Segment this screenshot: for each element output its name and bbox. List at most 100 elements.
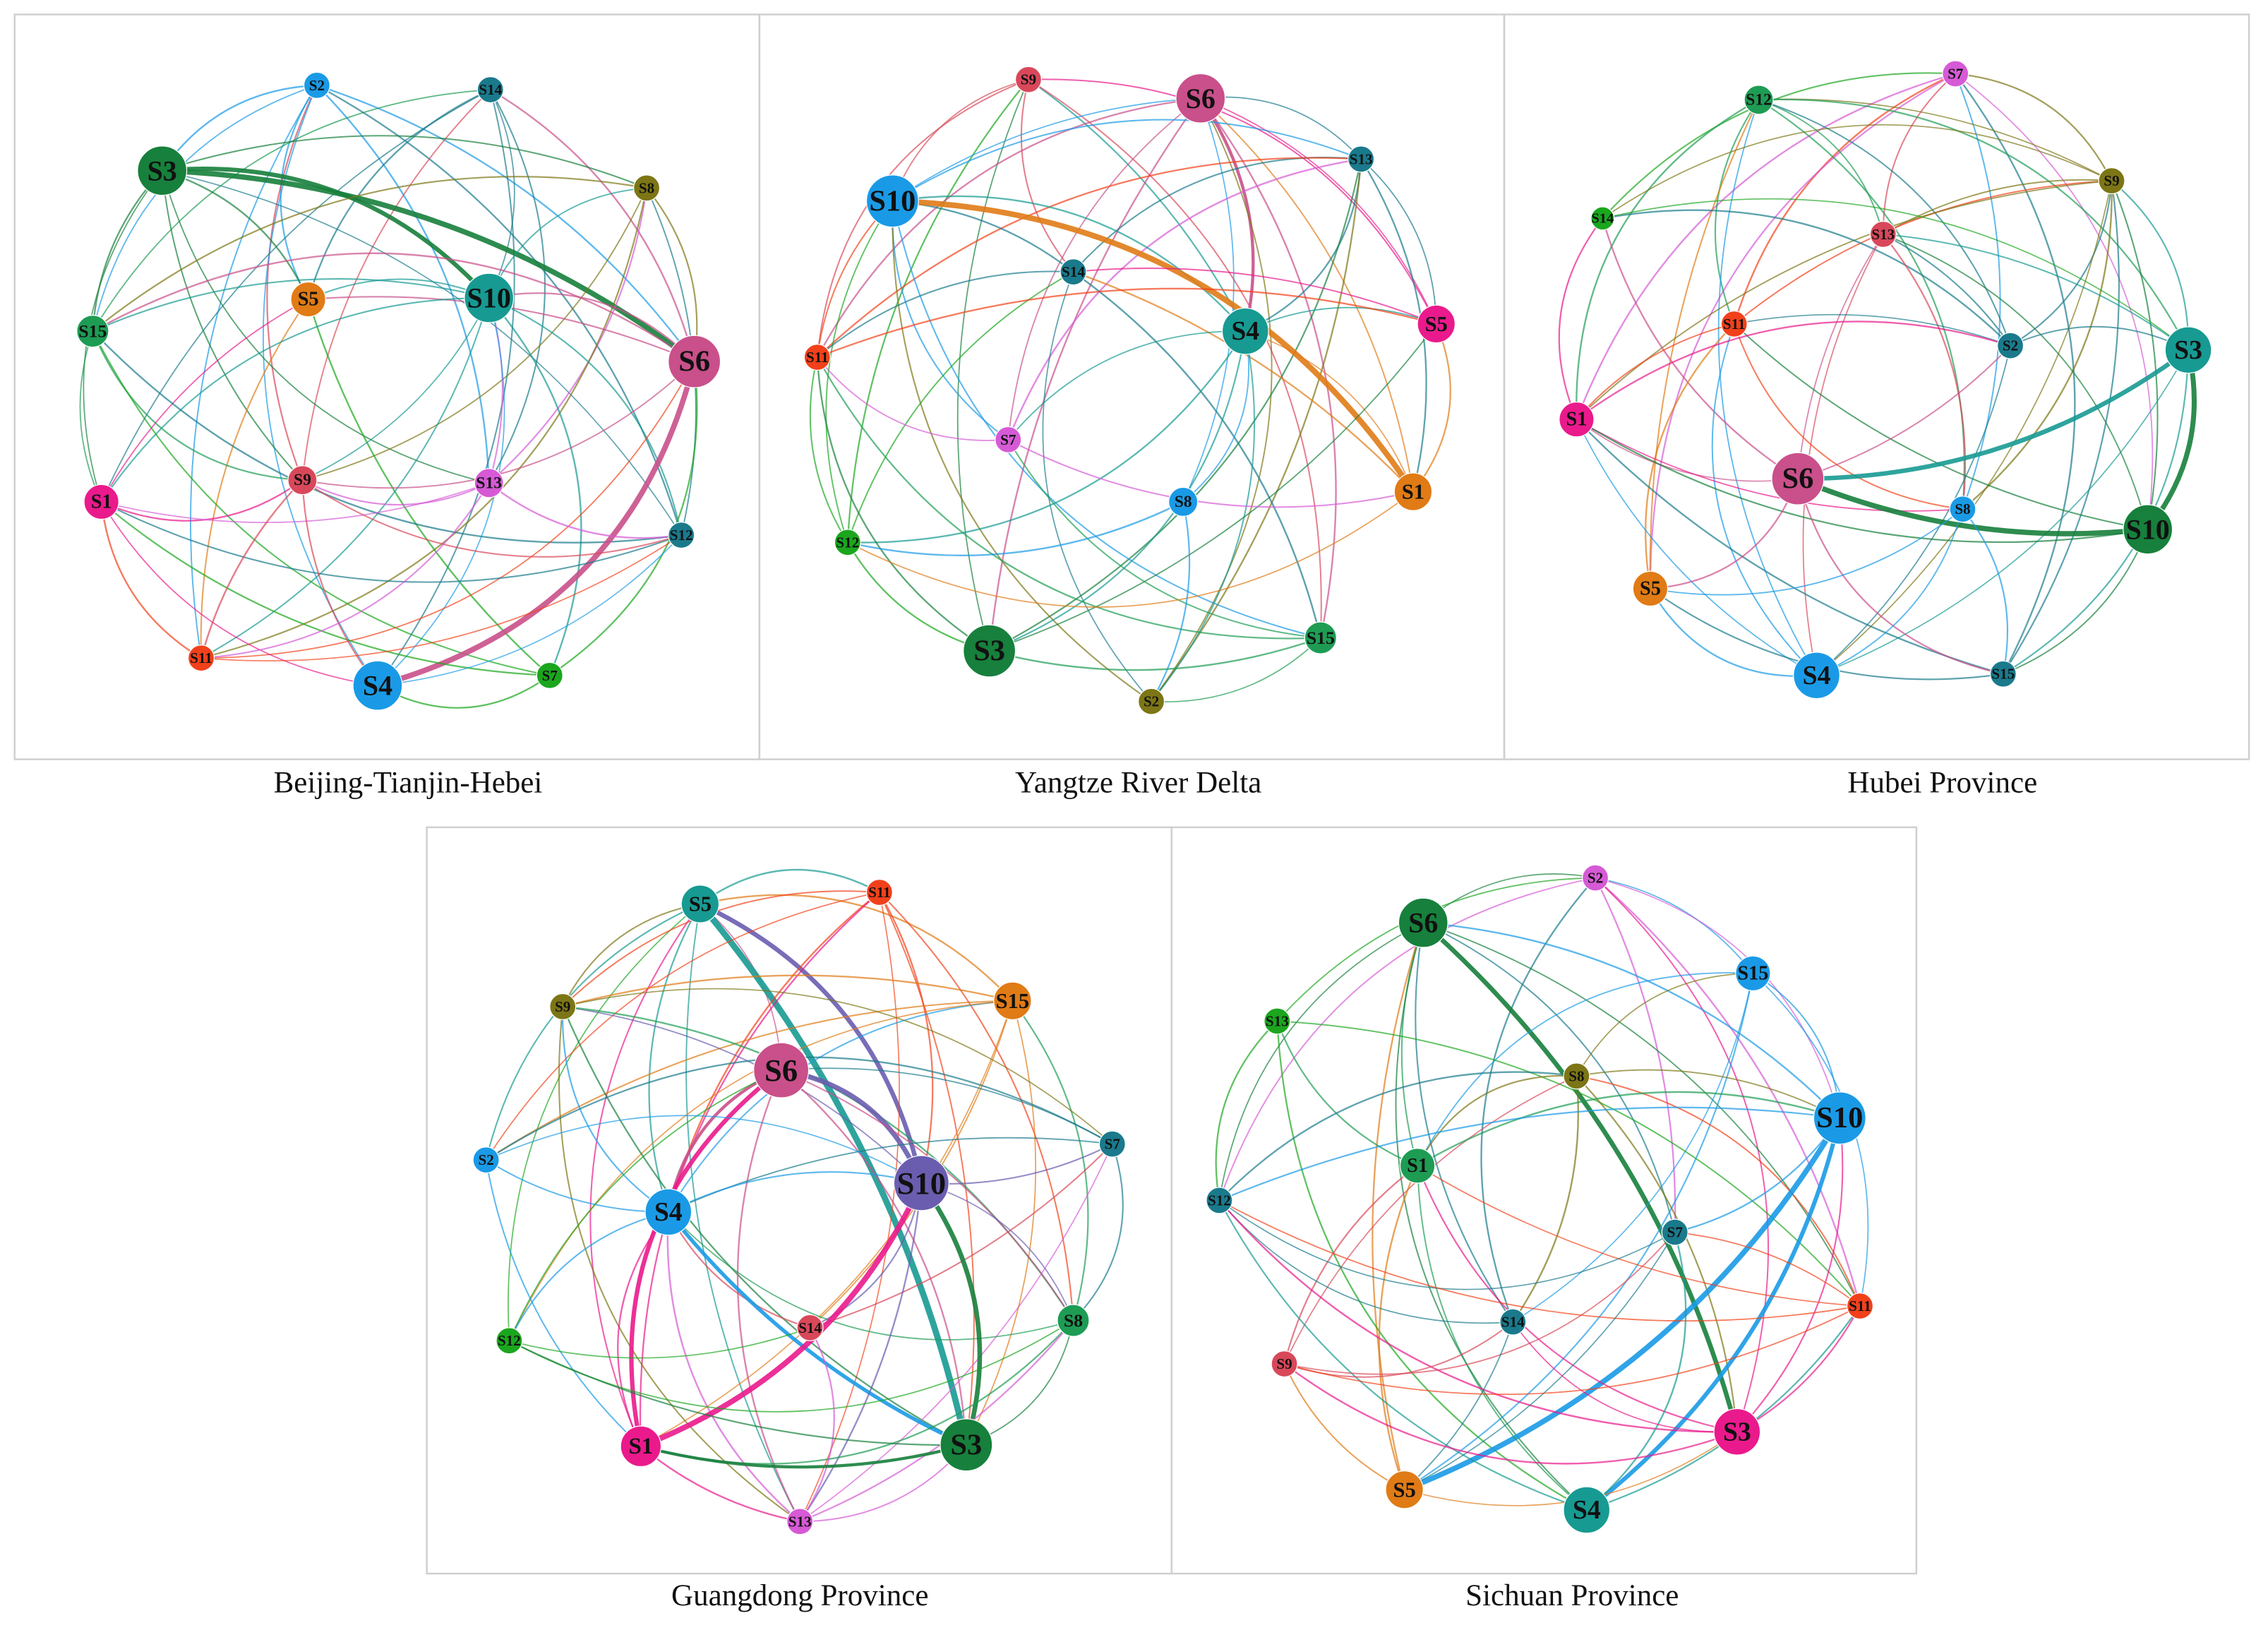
edge — [667, 1211, 810, 1329]
node-label: S9 — [294, 471, 311, 489]
node — [865, 174, 919, 228]
edge — [1007, 438, 1414, 508]
edge — [92, 330, 682, 544]
panel-frame — [426, 826, 1172, 1575]
node — [83, 484, 119, 520]
node-label: S13 — [1871, 226, 1895, 243]
node — [786, 1508, 814, 1535]
node — [753, 1042, 810, 1098]
edge — [1576, 180, 2112, 420]
edge — [1576, 1069, 1840, 1119]
edge — [1734, 323, 2148, 530]
edge — [508, 1069, 781, 1341]
panel-frame — [1503, 13, 2250, 760]
edge — [1576, 972, 1753, 1077]
edge — [1218, 1199, 1737, 1433]
edge — [1882, 73, 1956, 234]
edge — [101, 482, 490, 523]
panel-caption: Beijing-Tianjin-Hebei — [274, 766, 543, 799]
edge — [1512, 1322, 1737, 1433]
edge — [846, 541, 990, 652]
edge — [1404, 1322, 1514, 1490]
node — [1563, 1062, 1590, 1090]
edge — [301, 479, 682, 558]
node — [1735, 955, 1771, 992]
node-label: S13 — [788, 1513, 812, 1530]
node — [1846, 1293, 1874, 1320]
edge — [1576, 320, 2011, 421]
node-label: S4 — [1231, 316, 1259, 346]
node — [352, 660, 403, 711]
edge — [700, 894, 1014, 1002]
node — [1869, 220, 1897, 248]
node-layer: S2 S6 S15 S13 S8 S10 S1 S12 S7 S14 S11 S9 S3 S5 S4 — [1206, 864, 1874, 1534]
edge — [1283, 1165, 1418, 1365]
node-label: S5 — [1640, 577, 1661, 599]
edge — [1276, 1021, 1418, 1167]
edge — [1797, 344, 2011, 480]
edge — [1962, 508, 2009, 674]
node — [464, 272, 515, 323]
edge — [2010, 181, 2113, 347]
edge — [846, 78, 1029, 543]
edge — [562, 974, 1013, 1008]
edge — [301, 89, 491, 481]
node-label: S2 — [1588, 870, 1603, 887]
node — [76, 315, 109, 348]
edge — [1151, 637, 1321, 703]
edge — [847, 491, 1414, 608]
edge — [1404, 973, 1754, 1491]
edge — [1797, 234, 1884, 479]
node-label: S11 — [868, 884, 891, 901]
edge — [162, 169, 309, 300]
edge-layer — [1558, 72, 2197, 681]
edge — [1417, 1165, 1738, 1433]
node-layer: S9 S6 S13 S10 S14 S4 S5 S11 S7 S1 S8 S12 S15 S3 S2 — [803, 66, 1456, 715]
edge — [640, 1443, 967, 1469]
edge — [1595, 877, 1861, 1307]
node — [1393, 472, 1433, 511]
edge — [1602, 72, 1956, 220]
edge — [488, 187, 647, 299]
edge — [1649, 588, 1817, 677]
edge — [1955, 73, 2113, 181]
edge — [1576, 99, 1760, 420]
node-label: S2 — [1144, 693, 1159, 710]
edge — [100, 501, 378, 686]
node-label: S10 — [2126, 513, 2170, 545]
edge-layer — [809, 78, 1451, 703]
edge — [1218, 1199, 1676, 1290]
edge — [1576, 73, 1956, 420]
node — [1399, 1148, 1436, 1184]
node — [303, 71, 330, 99]
node-label: S5 — [298, 289, 319, 311]
edge — [685, 904, 801, 1522]
edge — [1758, 98, 2190, 351]
edge — [780, 1069, 968, 1445]
edge — [1276, 877, 1596, 1022]
edge — [2010, 325, 2189, 351]
edge — [817, 270, 1074, 358]
node — [1417, 304, 1456, 344]
edge — [1395, 922, 1588, 1511]
edge — [1073, 268, 1437, 325]
node — [1168, 486, 1199, 517]
node-label: S4 — [1573, 1495, 1601, 1525]
node — [1942, 60, 1969, 88]
edge — [919, 1181, 983, 1446]
panel-caption: Sichuan Province — [1465, 1579, 1679, 1612]
node — [1206, 1187, 1233, 1214]
node — [549, 993, 577, 1021]
node — [496, 1327, 523, 1355]
node-label: S14 — [1501, 1314, 1525, 1331]
edge — [200, 482, 490, 659]
node — [1997, 332, 2024, 359]
edge — [1007, 97, 1201, 440]
node-label: S5 — [1425, 312, 1448, 336]
edge — [162, 167, 696, 364]
node-label: S8 — [1175, 493, 1192, 511]
node-label: S5 — [689, 892, 712, 916]
node — [1949, 496, 1976, 523]
edge — [1576, 1075, 1738, 1432]
